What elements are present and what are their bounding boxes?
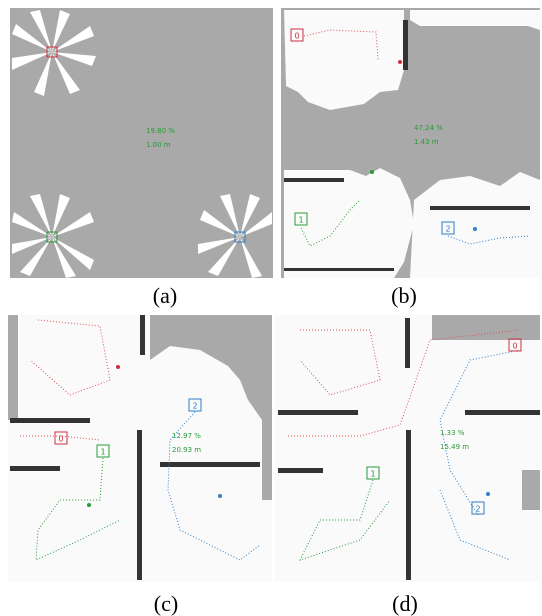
- robot-id: 1: [100, 448, 105, 457]
- robot-id: 0: [58, 435, 63, 444]
- coverage-text: 1.33 %: [440, 429, 465, 437]
- panel-b: 0 1 2 47.24 % 1.43 m: [281, 8, 540, 278]
- panel-label: (a): [153, 283, 177, 308]
- panel-label: (c): [154, 591, 178, 616]
- robot-id: 2: [445, 225, 450, 234]
- coverage-text: 12.97 %: [172, 432, 201, 440]
- panel-label: (d): [392, 591, 418, 616]
- distance-text: 20.93 m: [172, 446, 201, 454]
- coverage-text: 47.24 %: [414, 124, 443, 132]
- robot-id: 0: [294, 32, 299, 41]
- distance-text: 15.49 m: [440, 443, 469, 451]
- coverage-text: 19.80 %: [146, 127, 175, 135]
- panel-label: (b): [391, 283, 417, 308]
- robot-id: 2: [192, 402, 197, 411]
- panel-c: 0 1 2 12.97 % 20.93 m: [8, 315, 272, 582]
- distance-text: 1.43 m: [414, 138, 439, 146]
- robot-id: 1: [370, 470, 375, 479]
- robot-id: 1: [298, 216, 303, 225]
- distance-text: 1.00 m: [146, 141, 171, 149]
- robot-id: 0: [512, 342, 517, 351]
- figure: 19.80 % 1.00 m (a) 0 1 2 47.24 % 1.43 m …: [0, 0, 542, 616]
- robot-id: 2: [475, 505, 480, 514]
- panel-d: 0 1 2 1.33 % 15.49 m: [275, 315, 540, 582]
- panel-a: 19.80 % 1.00 m: [10, 8, 273, 278]
